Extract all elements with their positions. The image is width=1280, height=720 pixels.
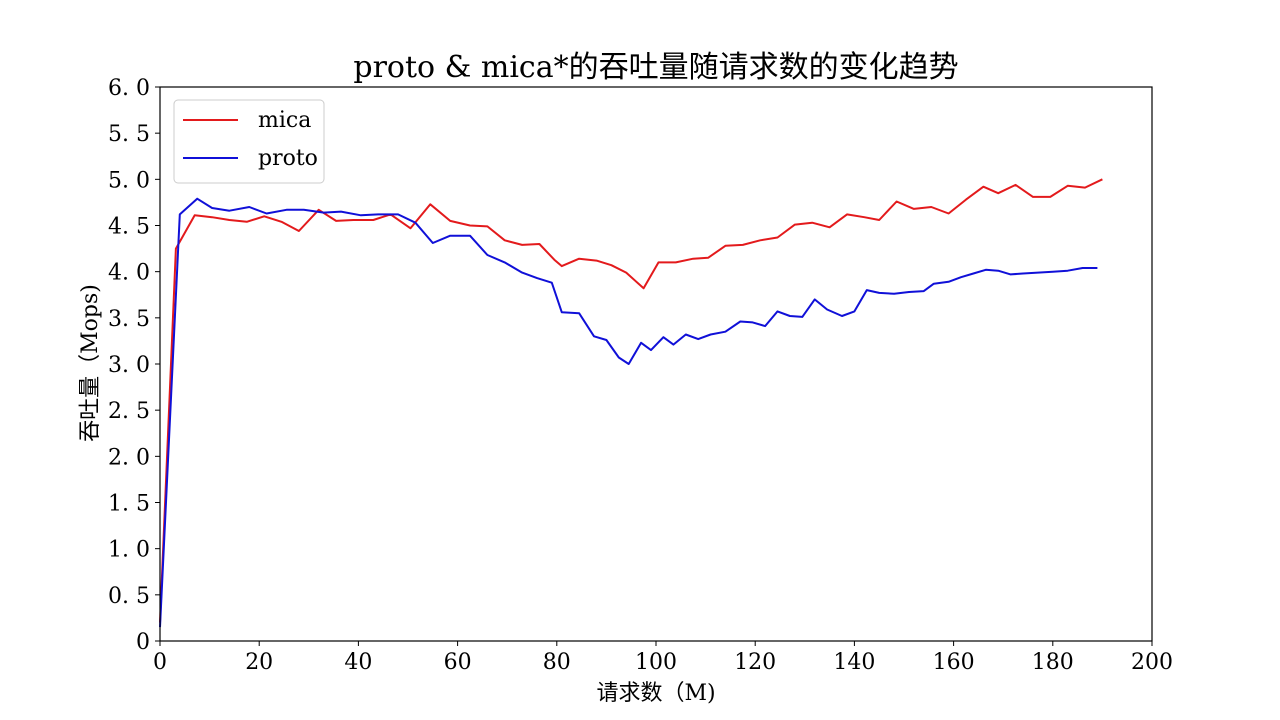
y-tick-label: 0. 5 <box>108 584 150 609</box>
chart-title: proto & mica*的吞吐量随请求数的变化趋势 <box>353 50 958 85</box>
series-line-proto <box>159 197 1098 628</box>
y-tick-label: 2. 0 <box>108 445 150 470</box>
x-tick-label: 120 <box>734 650 776 675</box>
series-line-mica <box>159 178 1103 623</box>
x-axis: 0 20 40 60 80 100 120 140 160 180 200 <box>153 641 1173 675</box>
y-axis-label: 吞吐量（Mops) <box>78 284 103 442</box>
y-tick-label: 2. 5 <box>108 399 150 424</box>
x-tick-label: 0 <box>153 650 167 675</box>
y-tick-label: 1. 5 <box>108 492 150 517</box>
plot-area <box>159 178 1103 628</box>
y-tick-label: 5. 0 <box>108 168 150 193</box>
x-tick-label: 60 <box>444 650 472 675</box>
y-tick-label: 4. 5 <box>108 215 150 240</box>
x-tick-label: 80 <box>543 650 571 675</box>
x-tick-label: 40 <box>344 650 372 675</box>
x-tick-label: 160 <box>933 650 975 675</box>
x-tick-label: 20 <box>245 650 273 675</box>
y-tick-label: 6. 0 <box>108 76 150 101</box>
y-tick-label: 4. 0 <box>108 261 150 286</box>
y-tick-label: 5. 5 <box>108 122 150 147</box>
y-tick-label: 1. 0 <box>108 538 150 563</box>
x-tick-label: 180 <box>1032 650 1074 675</box>
y-axis: 0 0. 5 1. 0 1. 5 2. 0 2. 5 3. 0 3. 5 4. 0 4. 5 5. … <box>108 76 160 655</box>
x-tick-label: 100 <box>635 650 677 675</box>
y-tick-label: 3. 5 <box>108 307 150 332</box>
legend-label-proto: proto <box>258 146 318 171</box>
legend-label-mica: mica <box>258 108 311 133</box>
y-tick-label: 3. 0 <box>108 353 150 378</box>
x-axis-label: 请求数（M) <box>596 681 715 706</box>
x-tick-label: 140 <box>833 650 875 675</box>
x-tick-label: 200 <box>1131 650 1173 675</box>
y-tick-label: 0 <box>136 630 150 655</box>
legend: mica proto <box>173 99 325 184</box>
